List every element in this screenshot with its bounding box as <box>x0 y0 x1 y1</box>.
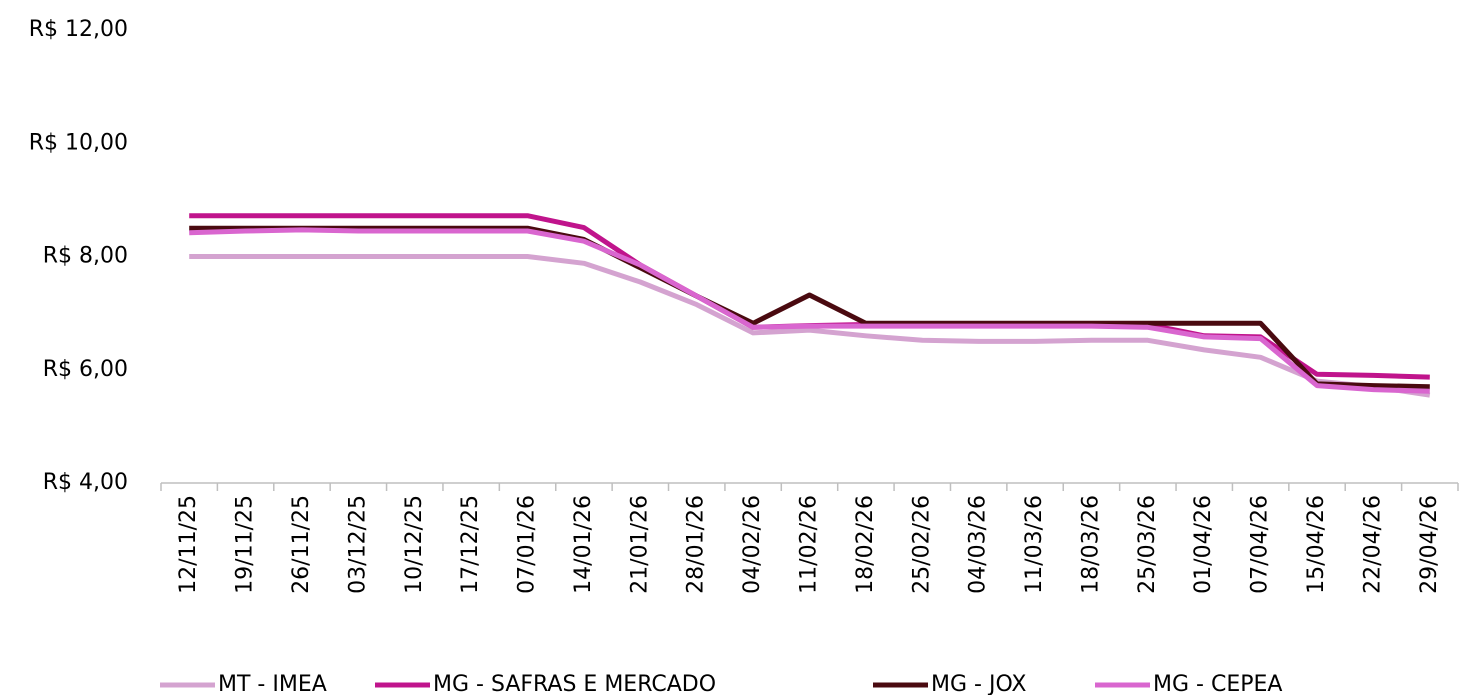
x-tick-label: 18/03/26 <box>1078 495 1103 594</box>
x-tick-label: 14/01/26 <box>571 495 596 594</box>
line <box>189 227 1430 394</box>
line <box>189 225 1430 390</box>
x-tick-label: 29/04/26 <box>1417 495 1442 594</box>
legend-label: MG - JOX <box>931 672 1026 695</box>
y-tick-label: R$ 8,00 <box>43 244 128 269</box>
x-tick-label: 07/04/26 <box>1248 495 1273 594</box>
y-tick-label: R$ 10,00 <box>29 130 128 155</box>
x-tick-label: 21/01/26 <box>627 495 652 594</box>
y-tick-label: R$ 4,00 <box>43 470 128 495</box>
x-tick-label: 26/11/25 <box>289 495 314 594</box>
x-tick-label: 18/02/26 <box>853 495 878 594</box>
x-tick-label: 10/12/25 <box>402 495 427 594</box>
x-tick-label: 04/02/26 <box>740 495 765 594</box>
line <box>189 254 1431 398</box>
y-tick-label: R$ 12,00 <box>29 17 128 42</box>
x-tick-label: 25/03/26 <box>1135 495 1160 594</box>
x-tick-label: 04/03/26 <box>966 495 991 594</box>
x-tick-label: 22/04/26 <box>1360 495 1385 594</box>
x-tick-label: 11/03/26 <box>1022 495 1047 594</box>
legend-label: MG - CEPEA <box>1153 672 1282 695</box>
y-tick-label: R$ 6,00 <box>43 357 128 382</box>
x-tick-label: 19/11/25 <box>233 495 258 594</box>
x-tick-label: 15/04/26 <box>1304 495 1329 594</box>
x-tick-label: 07/01/26 <box>515 495 540 594</box>
x-tick-label: 01/04/26 <box>1191 495 1216 594</box>
x-tick-label: 25/02/26 <box>909 495 934 594</box>
x-tick-label: 28/01/26 <box>684 495 709 594</box>
legend-label: MT - IMEA <box>218 672 327 695</box>
x-tick-label: 03/12/25 <box>345 495 370 594</box>
x-tick-label: 17/12/25 <box>458 495 483 594</box>
x-tick-label: 12/11/25 <box>176 495 201 594</box>
legend-label: MG - SAFRAS E MERCADO <box>433 672 716 695</box>
x-tick-label: 11/02/26 <box>797 495 822 594</box>
